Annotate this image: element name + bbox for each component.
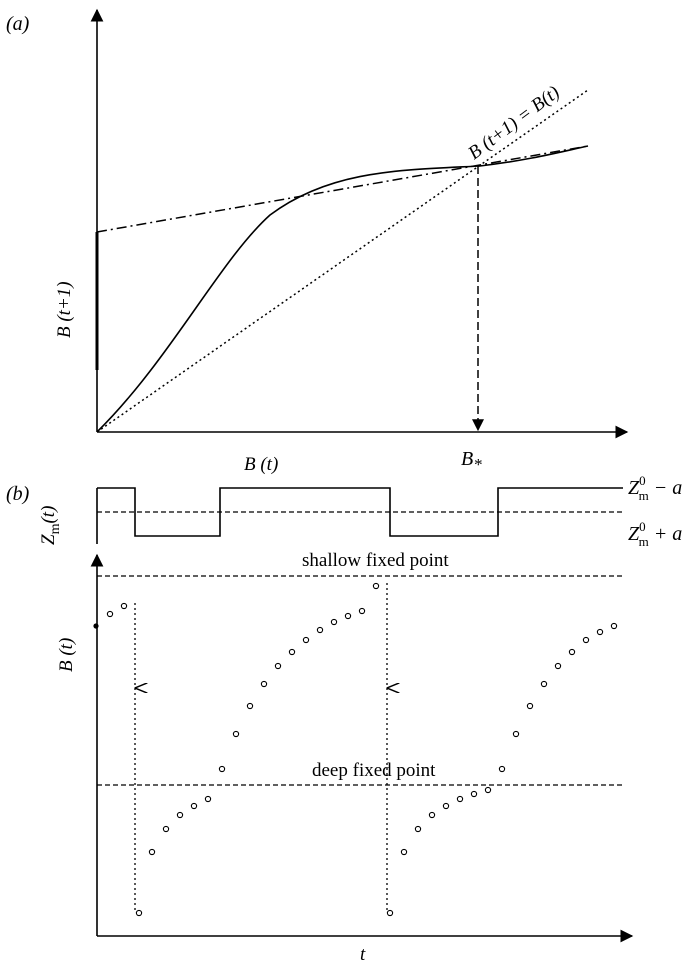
series-point bbox=[93, 623, 99, 629]
series-point bbox=[554, 662, 562, 670]
series-point bbox=[498, 765, 506, 773]
series-point bbox=[344, 612, 352, 620]
panel-a-label: (a) bbox=[6, 13, 30, 35]
panel-b-ylabel: B (t) bbox=[56, 638, 77, 672]
series-point bbox=[204, 795, 212, 803]
tangent-line bbox=[96, 145, 589, 233]
series-point bbox=[176, 811, 184, 819]
series-point bbox=[512, 730, 520, 738]
series-point bbox=[120, 602, 128, 610]
series-point bbox=[484, 786, 492, 794]
panel-a-ylabel: B (t+1) bbox=[54, 281, 75, 338]
time-series bbox=[93, 582, 618, 917]
series-point bbox=[386, 909, 394, 917]
series-point bbox=[135, 909, 143, 917]
panel-b-forcing: (b) Zm(t) Z0 m − a Z0 m + a bbox=[6, 473, 682, 549]
series-point bbox=[568, 648, 576, 656]
series-point bbox=[162, 825, 170, 833]
series-point bbox=[596, 628, 604, 636]
deep-fixed-point-label: deep fixed point bbox=[312, 760, 436, 781]
series-point bbox=[288, 648, 296, 656]
series-point bbox=[148, 848, 156, 856]
panel-a: (a) B (t+1) B (t) B (t+1) = B(t) B* bbox=[6, 8, 629, 475]
fixed-point-label: B* bbox=[461, 448, 482, 474]
recruitment-curve bbox=[96, 145, 589, 433]
shallow-fixed-point-label: shallow fixed point bbox=[302, 550, 449, 571]
series-point bbox=[470, 790, 478, 798]
panel-b-label: (b) bbox=[6, 483, 30, 505]
series-point bbox=[246, 702, 254, 710]
series-point bbox=[428, 811, 436, 819]
series-point bbox=[330, 618, 338, 626]
series-point bbox=[106, 610, 114, 618]
series-point bbox=[414, 825, 422, 833]
panel-b-main: B (t) t shallow fixed point deep fixed p… bbox=[56, 550, 634, 965]
series-point bbox=[456, 795, 464, 803]
series-point bbox=[274, 662, 282, 670]
series-point bbox=[316, 626, 324, 634]
forcing-lower-label: Z0 m + a bbox=[628, 519, 682, 549]
series-point bbox=[260, 680, 268, 688]
forcing-ylabel: Zm(t) bbox=[38, 506, 63, 545]
series-point bbox=[232, 730, 240, 738]
series-point bbox=[442, 802, 450, 810]
identity-line bbox=[96, 89, 589, 433]
identity-line-label: B (t+1) = B(t) bbox=[464, 82, 563, 164]
series-point bbox=[218, 765, 226, 773]
forcing-upper-label: Z0 m − a bbox=[628, 473, 682, 503]
series-point bbox=[582, 636, 590, 644]
series-point bbox=[526, 702, 534, 710]
series-point bbox=[358, 607, 366, 615]
forcing-square-wave bbox=[97, 487, 623, 537]
series-point bbox=[610, 622, 618, 630]
series-point bbox=[190, 802, 198, 810]
series-point bbox=[372, 582, 380, 590]
series-point bbox=[302, 636, 310, 644]
panel-a-xlabel: B (t) bbox=[244, 454, 278, 475]
series-point bbox=[540, 680, 548, 688]
series-point bbox=[400, 848, 408, 856]
panel-b-xlabel: t bbox=[360, 944, 366, 965]
